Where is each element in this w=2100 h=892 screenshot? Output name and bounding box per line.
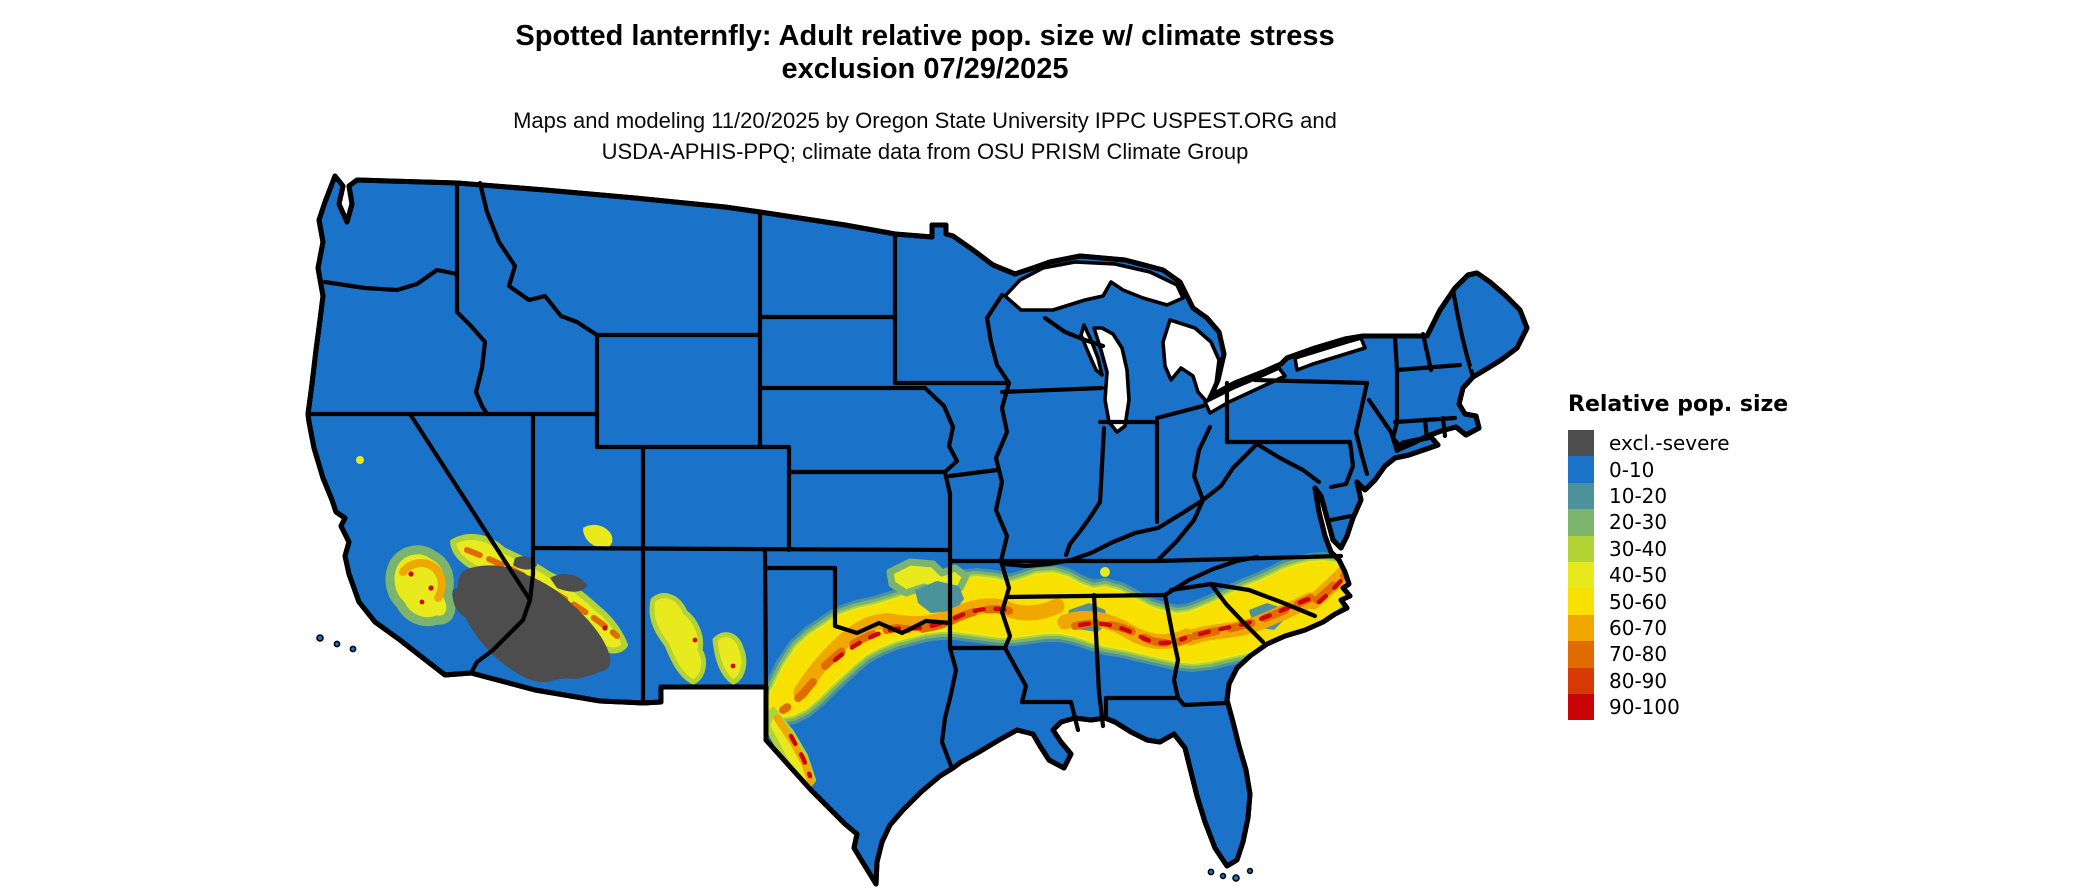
map-subtitle: Maps and modeling 11/20/2025 by Oregon S…	[295, 105, 1555, 167]
great-lakes	[1003, 260, 1367, 434]
risk-raster-layer	[356, 456, 1359, 795]
legend-label: 20-30	[1609, 510, 1668, 535]
legend-entry: 40-50	[1568, 561, 1868, 589]
legend-label: excl.-severe	[1609, 431, 1730, 456]
legend-label: 50-60	[1609, 589, 1668, 614]
lake-ontario	[1293, 336, 1367, 372]
legend-label: 40-50	[1609, 563, 1668, 588]
islands	[316, 282, 1492, 882]
legend-entry: 60-70	[1568, 614, 1868, 642]
map-subtitle-line2: USDA-APHIS-PPQ; climate data from OSU PR…	[601, 139, 1249, 164]
map-subtitle-line1: Maps and modeling 11/20/2025 by Oregon S…	[513, 108, 1337, 133]
legend-swatch-30-40	[1568, 535, 1594, 562]
header: Spotted lanternfly: Adult relative pop. …	[295, 20, 1555, 167]
legend-swatch-60-70	[1568, 614, 1594, 642]
us-outline	[305, 173, 1530, 887]
legend: Relative pop. size excl.-severe 0-10 10-20…	[1568, 392, 1868, 721]
exclusion-zone	[452, 556, 611, 683]
legend-swatch-50-60	[1568, 588, 1594, 615]
map-area	[305, 170, 1537, 892]
legend-entries: excl.-severe 0-10 10-20 20-30 30-40 40-50 50-6…	[1568, 430, 1868, 721]
map-title-line2: exclusion 07/29/2025	[781, 53, 1069, 85]
legend-swatch-70-80	[1568, 641, 1594, 668]
legend-swatch-excl.-severe	[1568, 430, 1594, 457]
legend-label: 10-20	[1609, 483, 1668, 508]
legend-label: 60-70	[1609, 615, 1668, 640]
legend-entry: 30-40	[1568, 535, 1868, 562]
lake-michigan	[1092, 326, 1131, 434]
legend-label: 70-80	[1609, 642, 1668, 667]
legend-swatch-0-10	[1568, 456, 1594, 483]
legend-swatch-10-20	[1568, 482, 1594, 510]
legend-entry: 90-100	[1568, 693, 1868, 721]
legend-entry: excl.-severe	[1568, 430, 1868, 457]
lake-superior	[1003, 260, 1185, 312]
legend-swatch-20-30	[1568, 509, 1594, 536]
us-map	[305, 173, 1530, 887]
state-borders	[305, 180, 1476, 769]
lake-huron	[1161, 318, 1221, 404]
legend-title: Relative pop. size	[1568, 392, 1789, 417]
legend-swatch-40-50	[1568, 561, 1594, 589]
legend-entry: 10-20	[1568, 482, 1868, 510]
legend-entry: 70-80	[1568, 641, 1868, 668]
legend-label: 80-90	[1609, 668, 1668, 693]
legend-swatch-90-100	[1568, 693, 1594, 721]
legend-entry: 0-10	[1568, 456, 1868, 483]
legend-swatch-80-90	[1568, 667, 1594, 694]
legend-entry: 20-30	[1568, 509, 1868, 536]
legend-entry: 80-90	[1568, 667, 1868, 694]
us-landmass	[305, 173, 1530, 887]
legend-label: 90-100	[1609, 695, 1680, 720]
map-title-line1: Spotted lanternfly: Adult relative pop. …	[515, 20, 1335, 52]
socal-orange-arc	[399, 559, 446, 602]
legend-label: 0-10	[1609, 457, 1655, 482]
legend-label: 30-40	[1609, 536, 1668, 561]
legend-entry: 50-60	[1568, 588, 1868, 615]
